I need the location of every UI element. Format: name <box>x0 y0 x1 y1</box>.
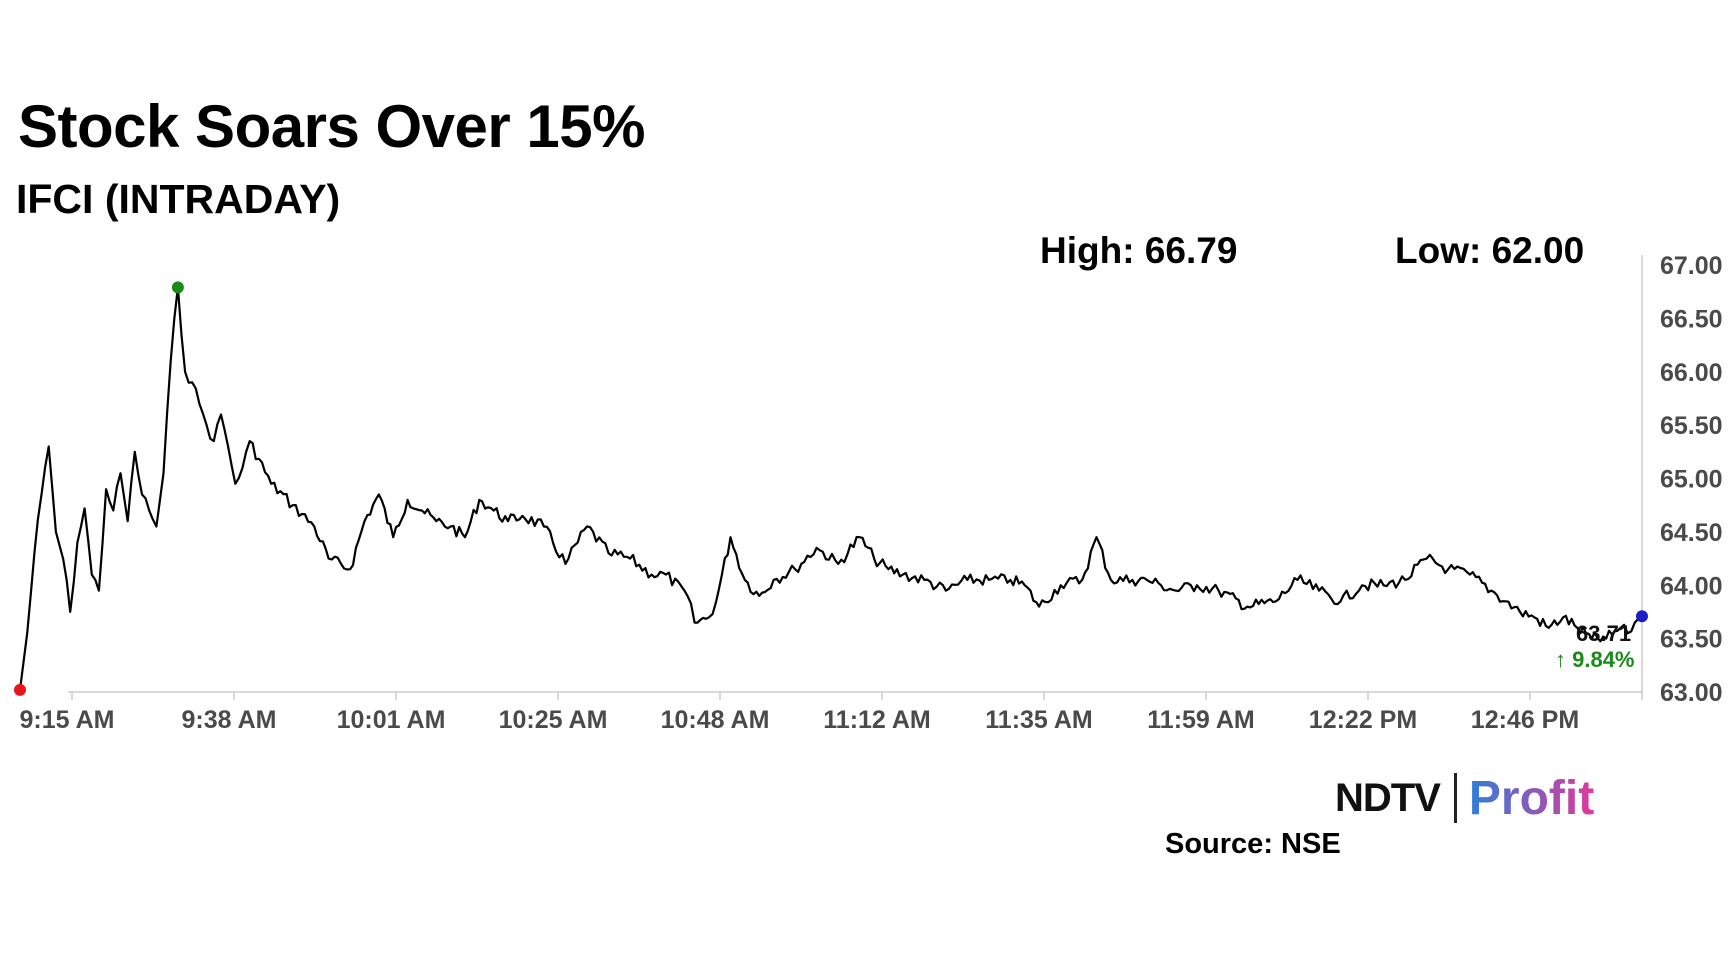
y-tick-label: 64.00 <box>1660 572 1723 600</box>
x-tick-label: 12:46 PM <box>1471 706 1579 734</box>
x-tick-label: 11:35 AM <box>985 706 1092 734</box>
x-tick-label: 10:25 AM <box>499 706 608 734</box>
y-tick-label: 63.50 <box>1660 626 1723 654</box>
x-tick-label: 9:15 AM <box>20 706 115 734</box>
day-high-marker <box>171 281 184 294</box>
y-tick-label: 65.00 <box>1660 466 1723 494</box>
chart-markers <box>14 281 1648 696</box>
y-tick-label: 66.00 <box>1660 359 1723 387</box>
logo-divider <box>1453 773 1457 823</box>
change-percent-label: ↑ 9.84% <box>1555 647 1635 672</box>
chart-subtitle: IFCI (INTRADAY) <box>16 176 341 222</box>
x-tick-label: 10:48 AM <box>661 706 770 734</box>
logo-profit-text: Profit <box>1468 771 1595 825</box>
high-stat: High: 66.79 <box>1040 230 1238 271</box>
y-tick-label: 65.50 <box>1660 412 1723 440</box>
x-tick-label: 10:01 AM <box>337 706 446 734</box>
y-axis-ticks: 67.00 66.50 66.00 65.50 65.00 64.50 64.00 63.50… <box>1660 252 1723 707</box>
x-axis-ticks: 9:15 AM 9:38 AM 10:01 AM 10:25 AM 10:48 AM 11… <box>20 692 1579 734</box>
low-stat: Low: 62.00 <box>1395 230 1585 271</box>
y-tick-label: 66.50 <box>1660 305 1723 333</box>
source-note: Source: NSE <box>1165 828 1341 860</box>
x-tick-label: 9:38 AM <box>182 706 277 734</box>
y-tick-label: 63.00 <box>1660 679 1723 707</box>
chart-title: Stock Soars Over 15% <box>18 93 646 160</box>
price-series-line <box>18 286 1643 691</box>
y-tick-label: 67.00 <box>1660 252 1723 280</box>
x-tick-label: 11:59 AM <box>1147 706 1254 734</box>
logo-ndtv-text: NDTV <box>1335 775 1441 820</box>
day-low-marker <box>14 683 26 696</box>
x-tick-label: 11:12 AM <box>823 706 930 734</box>
last-price-label: 63.71 <box>1576 621 1631 646</box>
chart-axes <box>68 255 1643 700</box>
x-tick-label: 12:22 PM <box>1309 706 1417 734</box>
y-tick-label: 64.50 <box>1660 519 1723 547</box>
last-marker <box>1636 610 1648 623</box>
ndtv-profit-logo: NDTV Profit <box>1335 770 1594 826</box>
